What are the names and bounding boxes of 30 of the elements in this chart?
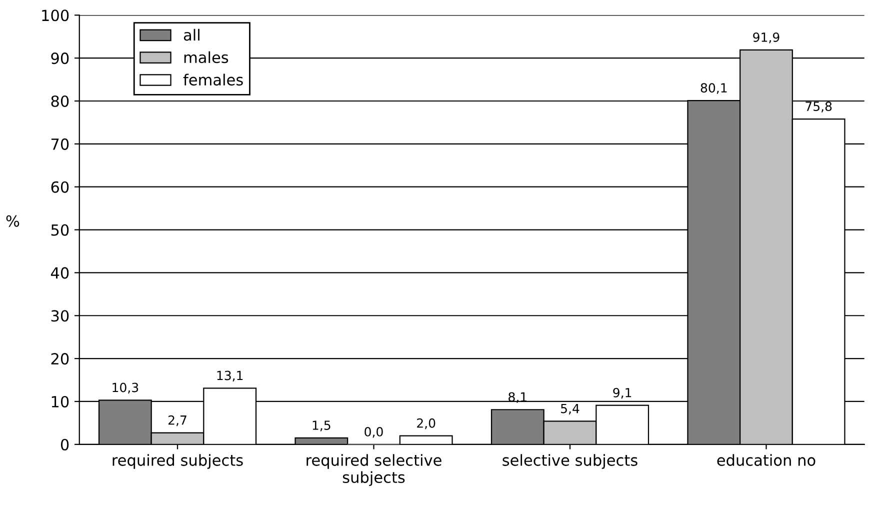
y-axis-title: %	[6, 215, 20, 227]
legend-label: males	[184, 51, 228, 64]
data-label: 91,9	[753, 32, 780, 44]
data-label: 2,7	[168, 415, 186, 426]
data-label: 75,8	[806, 102, 832, 112]
y-tick-label: 60	[51, 181, 69, 193]
y-tick-label: 0	[60, 438, 69, 450]
data-label: 0,0	[364, 426, 383, 438]
y-tick-label: 40	[50, 267, 69, 279]
data-label: 10,3	[112, 382, 138, 394]
x-tick-label: education no	[717, 454, 816, 466]
x-tick-label: required selective subjects	[306, 454, 442, 486]
data-label: 80,1	[700, 83, 727, 94]
y-tick-label: 30	[51, 310, 69, 322]
legend-label: females	[183, 74, 243, 86]
y-tick-label: 90	[51, 52, 69, 64]
data-label: 13,1	[217, 370, 243, 382]
y-tick-label: 80	[51, 95, 69, 108]
y-tick-label: 70	[51, 138, 69, 150]
y-tick-label: 20	[51, 353, 69, 365]
y-tick-label: 100	[42, 10, 69, 22]
data-label: 2,0	[417, 418, 436, 430]
legend-label: all	[184, 28, 200, 41]
x-tick-label: selective subjects	[502, 454, 638, 469]
data-label: 9,1	[613, 388, 632, 399]
x-tick-label: required subjects	[112, 454, 243, 469]
y-tick-label: 50	[51, 224, 69, 236]
y-tick-label: 10	[52, 396, 69, 408]
data-label: 5,4	[561, 404, 580, 415]
data-label: 1,5	[312, 420, 330, 432]
